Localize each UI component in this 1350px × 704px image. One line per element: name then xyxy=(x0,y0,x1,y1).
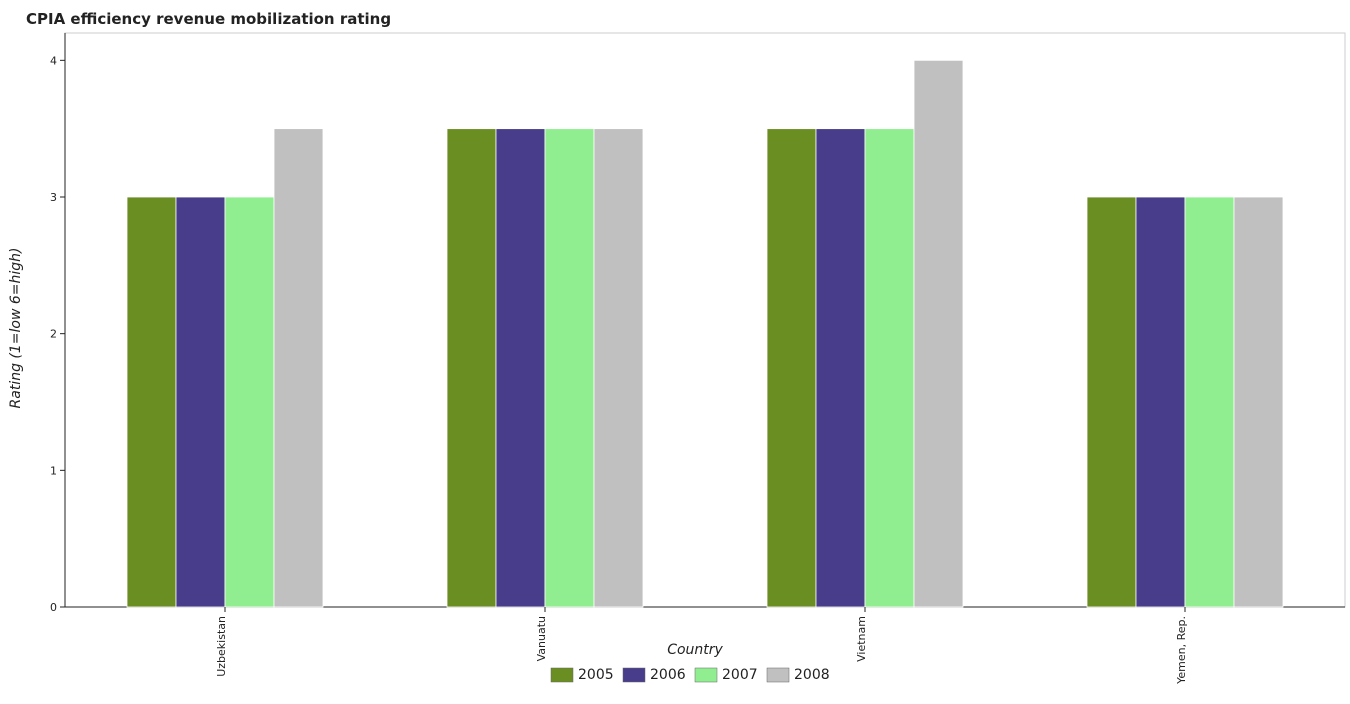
y-tick-label: 1 xyxy=(50,464,57,477)
legend-swatch-2007 xyxy=(694,667,718,683)
bar-2005-0 xyxy=(126,196,177,608)
bar-2007-0 xyxy=(224,196,275,608)
bar-2008-2 xyxy=(913,59,964,608)
y-tick-label: 2 xyxy=(50,328,57,341)
y-tick-label: 4 xyxy=(50,54,57,67)
legend-label-2006: 2006 xyxy=(650,667,686,683)
legend-swatch-2005 xyxy=(550,667,574,683)
plot-area: 0 1 2 3 4 Uzbekistan Vanuatu Vietnam Yemen, Rep. xyxy=(50,32,1346,685)
x-tick-label: Vietnam xyxy=(855,616,868,662)
bar-2005-3 xyxy=(1086,196,1137,608)
bar-2006-0 xyxy=(175,196,226,608)
legend-label-2007: 2007 xyxy=(722,667,758,683)
legend-swatch-2008 xyxy=(766,667,790,683)
legend: 2005 2006 2007 2008 xyxy=(550,667,830,683)
bar-2005-2 xyxy=(766,128,817,608)
bar-2007-1 xyxy=(544,128,595,608)
legend-label-2008: 2008 xyxy=(794,667,830,683)
bar-2008-3 xyxy=(1233,196,1284,608)
bar-2007-2 xyxy=(864,128,915,608)
x-tick-label: Uzbekistan xyxy=(215,616,228,677)
x-axis-label: Country xyxy=(667,642,723,658)
legend-label-2005: 2005 xyxy=(578,667,614,683)
bar-2006-3 xyxy=(1135,196,1186,608)
bar-2006-2 xyxy=(815,128,866,608)
y-tick-label: 0 xyxy=(50,601,57,614)
x-tick-label: Vanuatu xyxy=(535,616,548,661)
bar-2005-1 xyxy=(446,128,497,608)
legend-swatch-2006 xyxy=(622,667,646,683)
y-tick-label: 3 xyxy=(50,191,57,204)
bar-2006-1 xyxy=(495,128,546,608)
bar-2008-1 xyxy=(593,128,644,608)
bar-2008-0 xyxy=(273,128,324,608)
chart-title: CPIA efficiency revenue mobilization rat… xyxy=(26,10,391,28)
bar-2007-3 xyxy=(1184,196,1235,608)
y-axis-label: Rating (1=low 6=high) xyxy=(8,248,24,409)
x-tick-label: Yemen, Rep. xyxy=(1175,616,1188,685)
